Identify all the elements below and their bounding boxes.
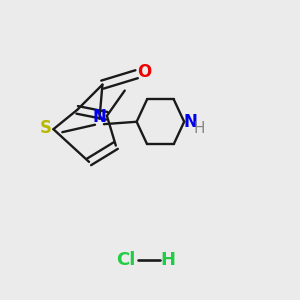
- Text: O: O: [137, 63, 151, 81]
- Text: H: H: [160, 251, 175, 269]
- Text: N: N: [184, 113, 198, 131]
- Text: S: S: [40, 119, 52, 137]
- Text: H: H: [194, 121, 206, 136]
- Text: N: N: [92, 108, 106, 126]
- Text: Cl: Cl: [116, 251, 136, 269]
